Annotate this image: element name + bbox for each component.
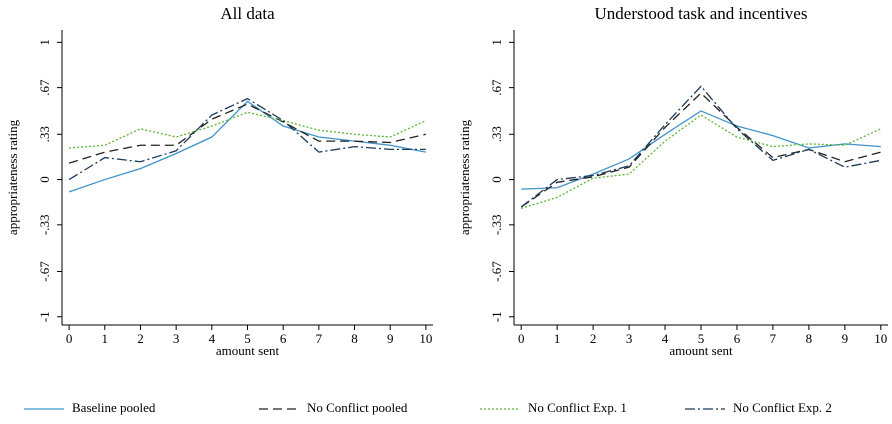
legend-label: Baseline pooled <box>72 400 156 415</box>
legend-label: No Conflict Exp. 1 <box>528 400 627 415</box>
y-tick-label: -.67 <box>489 261 504 282</box>
x-tick-label: 8 <box>806 331 813 346</box>
x-tick-label: 2 <box>590 331 597 346</box>
x-tick-label: 9 <box>842 331 849 346</box>
x-axis-label: amount sent <box>216 343 280 358</box>
y-axis-label: appropriateness rating <box>5 119 20 235</box>
legend-label: No Conflict Exp. 2 <box>733 400 832 415</box>
series-line <box>68 97 426 181</box>
x-tick-label: 10 <box>419 331 432 346</box>
chart-title: Understood task and incentives <box>595 4 808 23</box>
y-tick-label: -.33 <box>489 215 504 236</box>
x-tick-label: 4 <box>209 331 216 346</box>
x-tick-label: 5 <box>244 331 251 346</box>
x-tick-label: 7 <box>770 331 777 346</box>
series-line <box>68 100 426 193</box>
y-tick-label: .67 <box>489 79 504 96</box>
chart-title: All data <box>220 4 275 23</box>
y-tick-label: -.33 <box>37 215 52 236</box>
x-tick-label: 1 <box>554 331 561 346</box>
x-tick-label: 4 <box>662 331 669 346</box>
y-tick-label: 1 <box>489 39 504 46</box>
x-tick-label: 3 <box>173 331 180 346</box>
y-tick-label: .67 <box>37 79 52 96</box>
x-tick-label: 6 <box>734 331 741 346</box>
legend-label: No Conflict pooled <box>307 400 408 415</box>
y-tick-label: .33 <box>489 126 504 142</box>
y-tick-label: -1 <box>489 311 504 322</box>
y-tick-label: 1 <box>37 39 52 46</box>
y-tick-label: .33 <box>37 126 52 142</box>
series-line <box>69 111 427 149</box>
y-axis-label: appropriateness rating <box>457 119 472 235</box>
x-tick-label: 7 <box>316 331 323 346</box>
x-tick-label: 5 <box>698 331 705 346</box>
y-tick-label: -1 <box>37 311 52 322</box>
x-tick-label: 6 <box>280 331 287 346</box>
series-line <box>521 114 882 209</box>
x-tick-label: 9 <box>387 331 394 346</box>
series-line <box>68 103 427 164</box>
x-axis-label: amount sent <box>669 343 733 358</box>
y-tick-label: -.67 <box>37 261 52 282</box>
x-tick-label: 10 <box>874 331 887 346</box>
series-line <box>521 110 881 190</box>
series-line <box>520 92 881 208</box>
x-tick-label: 2 <box>137 331 144 346</box>
x-tick-label: 0 <box>518 331 525 346</box>
series-line <box>520 85 881 208</box>
x-tick-label: 3 <box>626 331 633 346</box>
y-tick-label: 0 <box>37 176 52 183</box>
y-tick-label: 0 <box>489 176 504 183</box>
x-tick-label: 1 <box>102 331 109 346</box>
x-tick-label: 8 <box>351 331 358 346</box>
x-tick-label: 0 <box>66 331 73 346</box>
